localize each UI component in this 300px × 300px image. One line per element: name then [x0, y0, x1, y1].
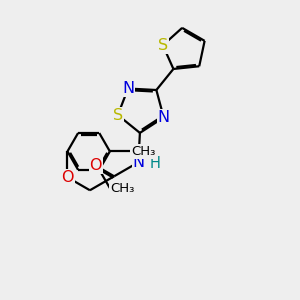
Text: N: N: [122, 81, 134, 96]
Text: CH₃: CH₃: [131, 145, 155, 158]
Text: O: O: [61, 170, 74, 185]
Text: N: N: [158, 110, 170, 125]
Text: S: S: [158, 38, 168, 53]
Text: CH₃: CH₃: [110, 182, 134, 195]
Text: H: H: [150, 156, 160, 171]
Text: O: O: [89, 158, 102, 173]
Text: S: S: [113, 107, 123, 122]
Text: N: N: [132, 155, 144, 170]
